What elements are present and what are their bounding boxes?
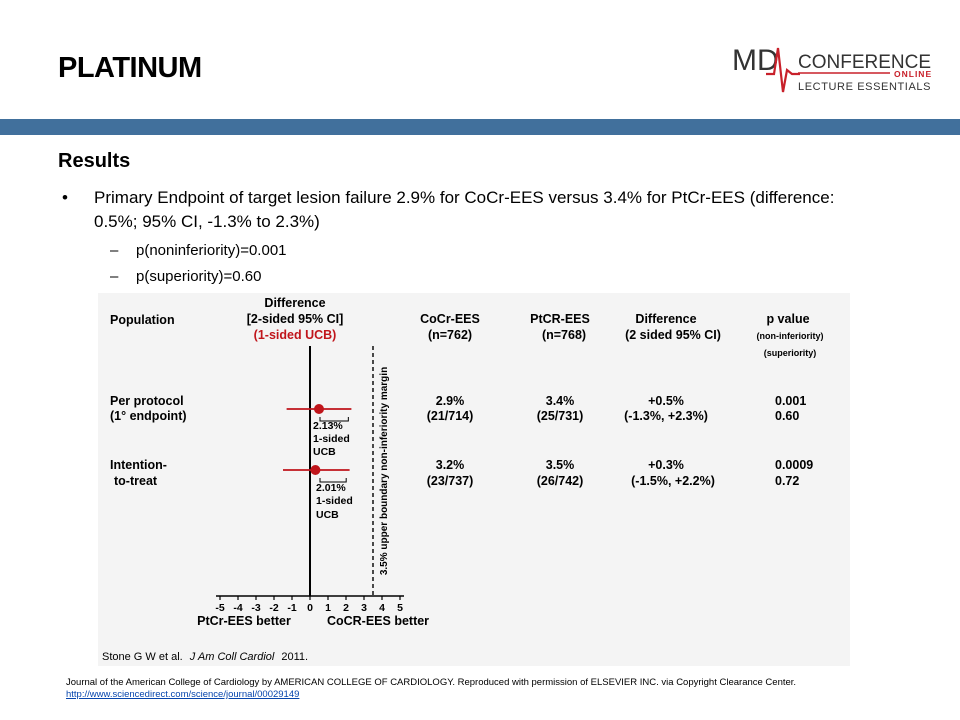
header-difference: Difference — [264, 296, 325, 310]
x-axis-tick-label: 5 — [397, 602, 403, 614]
row1-ptcr: 3.4% — [546, 394, 575, 408]
citation-journal: J Am Coll Cardiol — [189, 651, 275, 663]
logo-tagline: LECTURE ESSENTIALS — [798, 81, 931, 93]
header-diff-col: Difference — [635, 312, 696, 326]
row1-ucb: 2.13% — [313, 420, 343, 432]
x-axis-tick-label: 3 — [361, 602, 367, 614]
row2-diff: +0.3% — [648, 458, 684, 472]
row2-ucb-sided: 1-sided — [316, 495, 353, 507]
x-label-right: CoCR-EES better — [327, 614, 429, 628]
x-axis-tick-label: -3 — [251, 602, 260, 614]
point-estimate — [310, 465, 321, 475]
sub-bullet-dash: – — [110, 268, 119, 285]
row1-p-noninf: 0.001 — [775, 394, 806, 408]
row1-ucb-label: UCB — [313, 446, 336, 458]
section-heading: Results — [58, 150, 131, 172]
row1-population: Per protocol — [110, 394, 184, 408]
logo-conference: CONFERENCE — [798, 52, 931, 73]
row2-ptcr-n: (26/742) — [537, 474, 584, 488]
header-diff-col-ci: (2 sided 95% CI) — [625, 328, 721, 342]
noninferiority-margin-label: 3.5% upper boundary non-inferiority marg… — [379, 367, 390, 575]
header-pvalue-sup: (superiority) — [764, 348, 817, 358]
row1-ptcr-n: (25/731) — [537, 409, 584, 423]
md-conference-logo: MD CONFERENCE ONLINE LECTURE ESSENTIALS — [732, 44, 932, 93]
x-axis-tick-label: 4 — [379, 602, 385, 614]
slide-title: PLATINUM — [58, 52, 202, 84]
row2-cocr-n: (23/737) — [427, 474, 474, 488]
row1-diff-ci: (-1.3%, +2.3%) — [624, 409, 708, 423]
x-axis-tick-label: -4 — [233, 602, 242, 614]
row2-population: Intention- — [110, 458, 167, 472]
x-axis-tick-label: -2 — [269, 602, 278, 614]
row2-population-sub: to-treat — [114, 474, 158, 488]
header-difference-ci: [2-sided 95% CI] — [247, 312, 344, 326]
ucb-bracket — [319, 478, 347, 483]
ucb-bracket — [319, 417, 349, 422]
forest-plot-figure: Population Difference [2-sided 95% CI] (… — [98, 293, 850, 666]
row2-p-noninf: 0.0009 — [775, 458, 813, 472]
x-axis-tick-label: 0 — [307, 602, 313, 614]
x-axis-tick-label: -1 — [287, 602, 296, 614]
citation-year: 2011. — [281, 651, 308, 663]
x-axis-tick-label: -5 — [215, 602, 224, 614]
header-cocr: CoCr-EES — [420, 312, 480, 326]
forest-plot-svg: Population Difference [2-sided 95% CI] (… — [102, 296, 824, 663]
row1-cocr: 2.9% — [436, 394, 465, 408]
bullet-text: Primary Endpoint of target lesion failur… — [94, 188, 835, 231]
x-label-left: PtCr-EES better — [197, 614, 291, 628]
header-pvalue: p value — [766, 312, 809, 326]
x-axis-tick-label: 2 — [343, 602, 349, 614]
point-estimate — [314, 404, 324, 414]
logo-md: MD — [732, 44, 779, 77]
x-axis-ticks: -5 -4 -3 -2 -1 0 1 2 3 4 5 — [215, 596, 403, 614]
bullet-dot: • — [62, 188, 68, 207]
row1-diff: +0.5% — [648, 394, 684, 408]
row2-ptcr: 3.5% — [546, 458, 575, 472]
header-ptcr: PtCR-EES — [530, 312, 590, 326]
forest-plot-marks — [283, 404, 352, 483]
sub-bullet-text: p(superiority)=0.60 — [136, 268, 262, 285]
row2-ucb: 2.01% — [316, 482, 346, 494]
sub-bullet-text: p(noninferiority)=0.001 — [136, 242, 287, 259]
sub-bullet-dash: – — [110, 242, 119, 259]
copyright-note: Journal of the American College of Cardi… — [66, 677, 797, 688]
row2-diff-ci: (-1.5%, +2.2%) — [631, 474, 715, 488]
source-link[interactable]: http://www.sciencedirect.com/science/jou… — [66, 689, 300, 700]
heartbeat-icon — [766, 47, 800, 93]
row2-p-sup: 0.72 — [775, 474, 799, 488]
row1-p-sup: 0.60 — [775, 409, 799, 423]
x-axis-tick-label: 1 — [325, 602, 331, 614]
header-population: Population — [110, 313, 175, 327]
header-ptcr-n: (n=768) — [542, 328, 586, 342]
logo-online: ONLINE — [894, 69, 932, 79]
row1-population-sub: (1° endpoint) — [110, 409, 187, 423]
row1-cocr-n: (21/714) — [427, 409, 474, 423]
figure-citation: Stone G W et al. J Am Coll Cardiol 2011. — [102, 651, 308, 663]
header-pvalue-noninf: (non-inferiority) — [757, 331, 824, 341]
row2-cocr: 3.2% — [436, 458, 465, 472]
row2-ucb-label: UCB — [316, 509, 339, 521]
header-difference-ucb: (1-sided UCB) — [254, 328, 337, 342]
row1-ucb-sided: 1-sided — [313, 433, 350, 445]
header-band — [0, 119, 960, 135]
citation-authors: Stone G W et al. — [102, 651, 183, 663]
header-cocr-n: (n=762) — [428, 328, 472, 342]
